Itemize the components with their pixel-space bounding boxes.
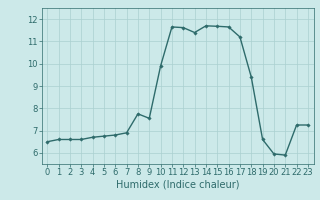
X-axis label: Humidex (Indice chaleur): Humidex (Indice chaleur) xyxy=(116,180,239,190)
